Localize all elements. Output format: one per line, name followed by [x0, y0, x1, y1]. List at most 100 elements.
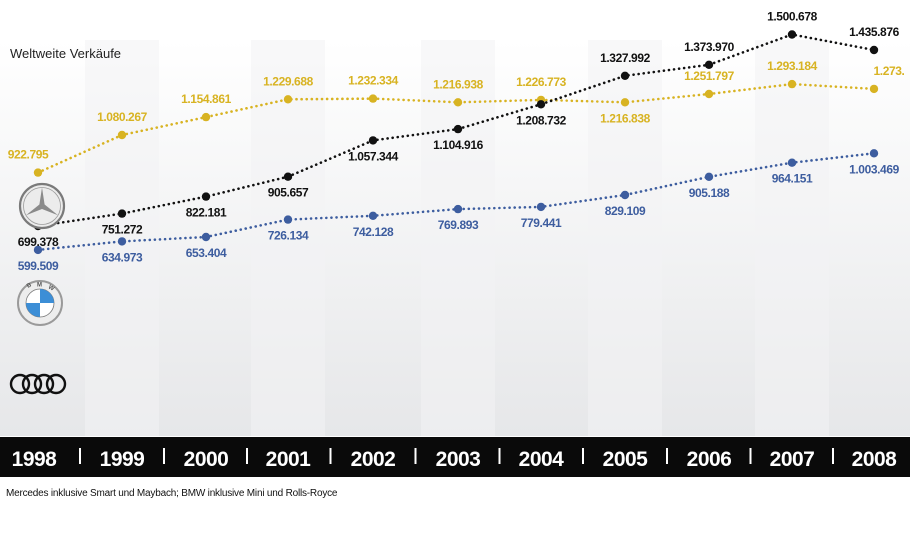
year-tick-label: 2006 [687, 448, 732, 471]
data-point-audi [620, 190, 630, 200]
data-label-audi: 1.003.469 [849, 162, 900, 176]
data-label-mercedes: 1.216.938 [433, 77, 484, 91]
data-point-mercedes [368, 94, 378, 103]
year-tick-label: 2001 [266, 448, 312, 471]
mercedes-logo-icon [18, 182, 66, 230]
grid-band [251, 40, 325, 436]
data-label-mercedes: 1.273. [874, 64, 905, 78]
data-point-bmw [704, 60, 714, 69]
data-point-bmw [620, 71, 630, 81]
year-tick-label: 2008 [852, 448, 898, 471]
year-separator [163, 448, 165, 464]
data-label-bmw: 905.657 [268, 186, 309, 200]
year-separator [582, 448, 584, 464]
data-point-mercedes [201, 112, 211, 122]
data-point-bmw [201, 192, 211, 201]
data-label-mercedes: 1.226.773 [516, 75, 567, 89]
data-label-bmw: 1.208.732 [516, 113, 567, 127]
data-point-audi [368, 211, 378, 220]
year-tick-label: 2002 [351, 448, 396, 471]
data-label-audi: 905.188 [689, 186, 730, 200]
data-label-mercedes: 1.080.267 [97, 110, 148, 124]
data-point-mercedes [117, 130, 127, 140]
data-label-bmw: 1.104.916 [433, 138, 484, 152]
data-label-mercedes: 1.216.838 [600, 111, 651, 125]
data-point-bmw [117, 209, 127, 218]
data-label-mercedes: 1.232.334 [348, 74, 399, 88]
data-point-bmw [453, 124, 463, 134]
year-tick-label: 1998 [12, 448, 58, 471]
bmw-logo-icon: B M W [17, 280, 63, 326]
data-label-mercedes: 1.251.797 [684, 69, 735, 83]
year-separator [246, 448, 248, 464]
data-point-mercedes [787, 79, 797, 89]
data-point-audi [704, 172, 714, 181]
year-separator [414, 448, 417, 464]
year-separator [749, 448, 752, 464]
svg-text:M: M [37, 283, 42, 289]
data-point-mercedes [620, 98, 630, 107]
data-label-bmw: 699.378 [18, 235, 59, 249]
data-point-mercedes [283, 95, 293, 104]
data-label-audi: 964.151 [772, 172, 813, 186]
year-tick-label: 1999 [100, 448, 145, 471]
data-label-mercedes: 1.293.184 [767, 59, 818, 73]
data-point-audi [453, 204, 463, 214]
data-point-audi [283, 215, 293, 224]
data-label-bmw: 1.500.678 [767, 10, 818, 24]
footnote: Mercedes inklusive Smart und Maybach; BM… [6, 488, 338, 499]
data-point-bmw [536, 100, 546, 109]
data-point-mercedes [704, 89, 714, 99]
data-point-audi [201, 232, 211, 242]
year-axis-bar [0, 437, 910, 477]
data-point-audi [869, 149, 879, 158]
year-separator [832, 448, 834, 464]
data-label-audi: 653.404 [186, 246, 227, 260]
data-label-mercedes: 922.795 [8, 148, 49, 162]
data-point-bmw [869, 45, 879, 55]
data-point-audi [787, 158, 797, 167]
year-tick-label: 2000 [184, 448, 229, 471]
data-point-mercedes [869, 84, 879, 94]
data-label-audi: 634.973 [102, 250, 143, 264]
svg-text:B: B [26, 282, 33, 290]
data-label-bmw: 1.057.344 [348, 149, 399, 163]
svg-text:W: W [47, 285, 55, 293]
year-tick-label: 2004 [519, 448, 565, 471]
year-separator [666, 448, 668, 464]
value-labels: 922.795 1.080.267 1.154.861 1.229.688 1.232.… [8, 10, 905, 273]
data-point-mercedes [33, 168, 43, 177]
series-line-mercedes [36, 82, 876, 174]
data-label-mercedes: 1.229.688 [263, 74, 314, 88]
year-tick-label: 2005 [603, 448, 649, 471]
data-label-audi: 599.509 [18, 259, 59, 273]
data-label-bmw: 822.181 [186, 206, 227, 220]
year-separator [79, 448, 81, 464]
year-tick-label: 2003 [436, 448, 481, 471]
data-label-audi: 769.893 [438, 218, 479, 232]
audi-logo-icon [9, 373, 67, 395]
data-point-audi [536, 202, 546, 212]
data-point-audi [33, 245, 43, 255]
year-tick-label: 2007 [770, 448, 815, 471]
data-label-audi: 742.128 [353, 225, 394, 239]
data-point-bmw [368, 136, 378, 145]
year-separator [498, 448, 501, 464]
data-label-mercedes: 1.154.861 [181, 92, 232, 106]
data-label-audi: 779.441 [521, 216, 562, 230]
data-label-audi: 829.109 [605, 204, 646, 218]
data-label-bmw: 1.327.992 [600, 51, 651, 65]
grid-band [755, 40, 829, 436]
data-point-bmw [283, 172, 293, 181]
chart-title: Weltweite Verkäufe [10, 46, 121, 61]
year-separator [329, 448, 332, 464]
data-point-bmw [787, 30, 797, 39]
data-point-mercedes [453, 98, 463, 107]
data-label-bmw: 751.272 [102, 223, 143, 237]
data-point-audi [117, 237, 127, 246]
year-axis-labels: 1998 1999 2000 2001 2002 2003 2004 2005 2006 2007… [12, 448, 898, 471]
data-label-bmw: 1.373.970 [684, 40, 735, 54]
data-label-bmw: 1.435.876 [849, 25, 900, 39]
